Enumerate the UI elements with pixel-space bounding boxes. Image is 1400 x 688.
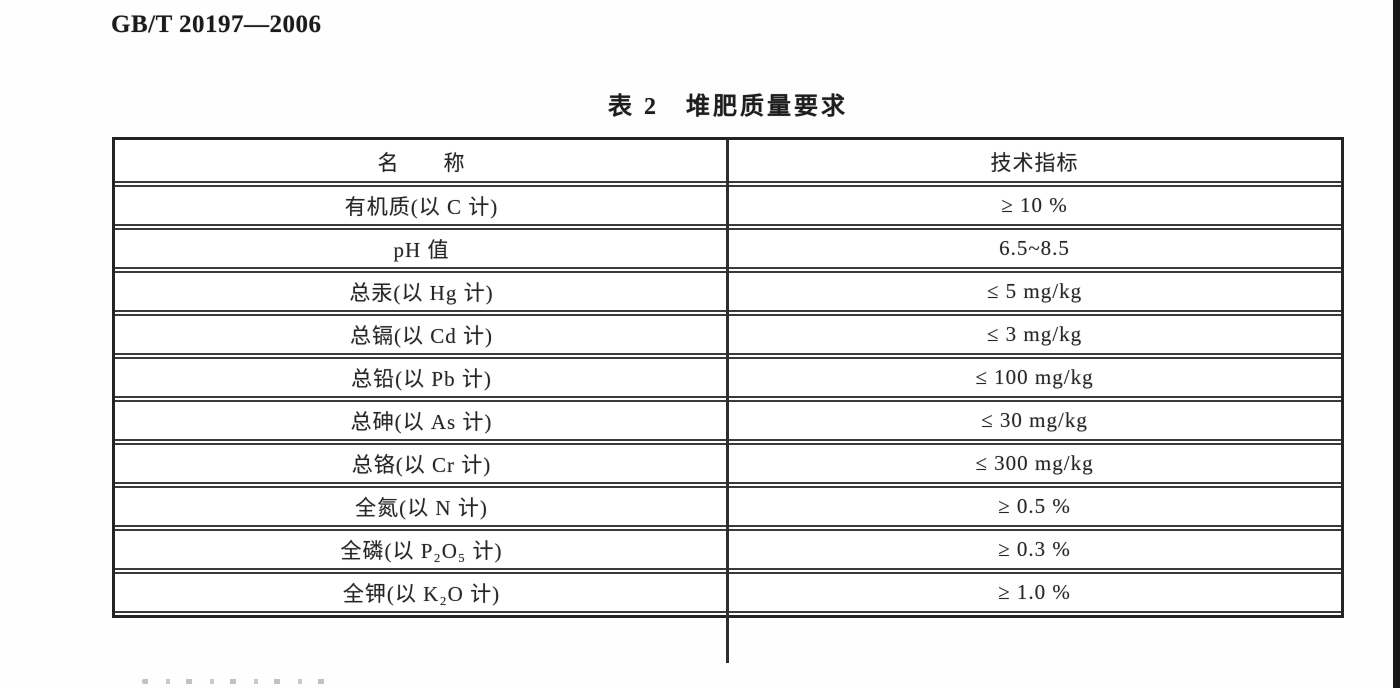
column-divider-line	[726, 140, 729, 663]
table-row: 总铬(以 Cr 计) ≤ 300 mg/kg	[115, 443, 1341, 484]
parameter-name: 全钾(以 K₂O 计)	[115, 572, 728, 613]
table-row: 总镉(以 Cd 计) ≤ 3 mg/kg	[115, 314, 1341, 355]
scan-edge-strip	[1393, 0, 1400, 688]
parameter-name: 总铅(以 Pb 计)	[115, 357, 728, 398]
parameter-name: 全氮(以 N 计)	[115, 486, 728, 527]
parameter-value: ≥ 0.5 %	[728, 486, 1341, 527]
table-title: 表 2 堆肥质量要求	[608, 94, 848, 120]
column-header-name: 名 称	[115, 142, 728, 183]
parameter-value: 6.5~8.5	[728, 228, 1341, 269]
parameter-name: 全磷(以 P₂O₅ 计)	[115, 529, 728, 570]
table-row: 全磷(以 P₂O₅ 计) ≥ 0.3 %	[115, 529, 1341, 570]
parameter-name: 总汞(以 Hg 计)	[115, 271, 728, 312]
parameter-name: 总砷(以 As 计)	[115, 400, 728, 441]
table-row: 总汞(以 Hg 计) ≤ 5 mg/kg	[115, 271, 1341, 312]
standard-code: GB/T 20197—2006	[111, 11, 322, 38]
parameter-value: ≤ 3 mg/kg	[728, 314, 1341, 355]
parameter-value: ≤ 5 mg/kg	[728, 271, 1341, 312]
parameter-value: ≥ 0.3 %	[728, 529, 1341, 570]
parameter-name: 总镉(以 Cd 计)	[115, 314, 728, 355]
table-row: 全钾(以 K₂O 计) ≥ 1.0 %	[115, 572, 1341, 613]
parameter-value: ≥ 1.0 %	[728, 572, 1341, 613]
table-row: 全氮(以 N 计) ≥ 0.5 %	[115, 486, 1341, 527]
parameter-value: ≤ 30 mg/kg	[728, 400, 1341, 441]
parameter-name: pH 值	[115, 228, 728, 269]
table-row: 有机质(以 C 计) ≥ 10 %	[115, 185, 1341, 226]
table-row: 总铅(以 Pb 计) ≤ 100 mg/kg	[115, 357, 1341, 398]
scan-artifact-dots	[142, 679, 342, 684]
parameter-name: 总铬(以 Cr 计)	[115, 443, 728, 484]
table-header-row: 名 称 技术指标	[115, 142, 1341, 183]
table-row: 总砷(以 As 计) ≤ 30 mg/kg	[115, 400, 1341, 441]
table-row: pH 值 6.5~8.5	[115, 228, 1341, 269]
column-header-index: 技术指标	[728, 142, 1341, 183]
parameter-value: ≤ 300 mg/kg	[728, 443, 1341, 484]
parameter-value: ≤ 100 mg/kg	[728, 357, 1341, 398]
parameter-value: ≥ 10 %	[728, 185, 1341, 226]
parameter-name: 有机质(以 C 计)	[115, 185, 728, 226]
